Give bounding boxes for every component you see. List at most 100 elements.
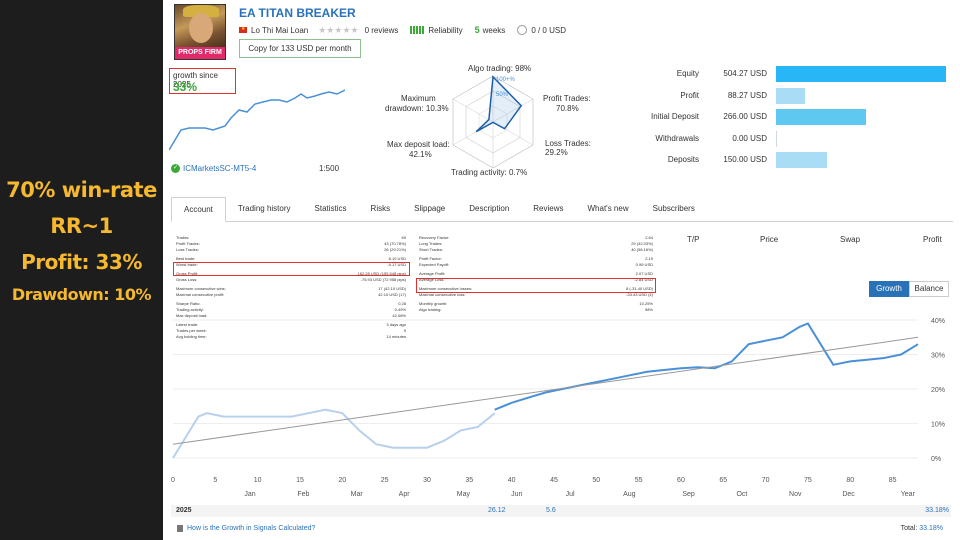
reliability-bars-icon <box>410 26 425 34</box>
stat-row: Monthly growth: 10.25% <box>419 301 653 307</box>
stat-value: 98% <box>644 307 653 312</box>
growth-label: growth since 2025 <box>173 71 218 89</box>
stat-value: 69 <box>401 235 406 240</box>
stat-row: Avg holding time: 14 minutes <box>176 334 406 340</box>
stat-row: Short Trades: 40 (56.16%) <box>419 247 653 253</box>
y-tick-label: 20% <box>931 387 945 394</box>
avatar[interactable]: PROPS FIRM <box>174 4 226 60</box>
stat-row: Best trade: 8.10 USD <box>176 256 406 262</box>
author-name[interactable]: Lo Thi Mai Loan <box>251 25 309 35</box>
month-label: Nov <box>789 491 802 498</box>
stat-label: Gross Loss: <box>176 277 198 282</box>
x-tick-label: 25 <box>381 477 389 484</box>
radar-max-load-label: Max deposit load: <box>387 140 450 149</box>
stat-value: 9 <box>403 328 406 333</box>
equity-row: Profit 88.27 USD <box>633 87 953 104</box>
growth-help-link[interactable]: How is the Growth in Signals Calculated? <box>177 525 315 532</box>
y-tick-label: 40% <box>931 318 945 325</box>
stat-label: Loss Trades: <box>176 247 199 252</box>
stat-label: Best trade: <box>176 256 196 261</box>
stat-row: Average Loss: -2.84 USD <box>419 277 653 283</box>
stat-label: Avg holding time: <box>176 334 207 339</box>
radar-profit-trades-value: 70.8% <box>556 104 579 113</box>
stat-row: Maximum consecutive losses: 8 (-31.40 USD… <box>419 286 653 292</box>
equity-row-bar <box>776 87 805 104</box>
growth-toggle-button[interactable]: Growth <box>869 281 909 297</box>
deals-table-header: T/P Price Swap Profit <box>643 235 943 245</box>
tab-trading-history[interactable]: Trading history <box>237 204 291 213</box>
stat-row: Profit Trades: 43 (70.78%) <box>176 241 406 247</box>
tab-what-s-new[interactable]: What's new <box>587 204 629 213</box>
month-label: Mar <box>351 491 364 498</box>
stat-value: 0.49% <box>394 307 406 312</box>
col-swap: Swap <box>840 235 861 244</box>
month-label: Jan <box>244 491 255 498</box>
tab-risks[interactable]: Risks <box>370 204 391 213</box>
stat-value: -9.17 USD <box>387 262 406 267</box>
signal-title[interactable]: EA TITAN BREAKER <box>239 6 356 20</box>
radar-loss-trades-label: Loss Trades: 29.2% <box>545 139 591 157</box>
tab-description[interactable]: Description <box>469 204 510 213</box>
subscribers-value: 0 / 0 USD <box>531 25 566 35</box>
x-tick-label: 85 <box>889 477 897 484</box>
stat-value: 2.19 <box>645 256 653 261</box>
subscribers-icon <box>517 25 528 35</box>
x-tick-label: 80 <box>846 477 854 484</box>
month-label: Sep <box>682 491 695 498</box>
tab-slippage[interactable]: Slippage <box>414 204 446 213</box>
growth-highlight: growth since 2025 33% <box>169 68 236 94</box>
stat-row: Maximal consecutive loss: -33.43 USD (4) <box>419 292 653 298</box>
tab-reviews[interactable]: Reviews <box>533 204 564 213</box>
stat-row: Trades: 69 <box>176 235 406 241</box>
tab-account[interactable]: Account <box>171 197 226 222</box>
stat-value: 10.25% <box>639 301 653 306</box>
col-price: Price <box>760 235 779 244</box>
risk-radar: 100+% 50% Algo trading: 98% Profit Trade… <box>373 62 613 182</box>
equity-row: Equity 504.27 USD <box>633 66 953 82</box>
reviews-count[interactable]: 0 reviews <box>364 25 399 35</box>
stat-row: Gross Loss: -75.93 USD (72 958 pips) <box>176 277 406 283</box>
x-tick-label: 70 <box>762 477 770 484</box>
equity-row-bar <box>776 109 867 125</box>
reliability-label: Reliability <box>428 25 463 35</box>
stat-value: 42.08% <box>392 313 406 318</box>
radar-grid: 100+% 50% <box>452 75 534 169</box>
broker-row[interactable]: ✓ ICMarketsSC-MT5-4 <box>171 164 256 173</box>
radar-algo-label: Algo trading: 98% <box>468 64 532 73</box>
equity-row-value: 504.27 USD <box>723 69 767 78</box>
radar-50-label: 50% <box>496 92 509 98</box>
equity-row-bar <box>776 130 777 147</box>
copy-button[interactable]: Copy for 133 USD per month <box>239 39 361 58</box>
promo-rr: RR~1 <box>50 214 113 238</box>
year-summary-row: 2025 26.12 5.6 33.18% <box>171 505 951 517</box>
stat-row: Profit Factor: 2.19 <box>419 256 653 262</box>
vietnam-flag-icon <box>239 26 247 33</box>
balance-toggle-button[interactable]: Balance <box>909 281 949 297</box>
stat-label: Profit Factor: <box>419 256 442 261</box>
stat-value: 26 (29.21%) <box>384 247 406 252</box>
mini-growth-chart <box>169 89 345 151</box>
tab-subscribers[interactable]: Subscribers <box>652 204 695 213</box>
stat-row: Loss Trades: 26 (29.21%) <box>176 247 406 253</box>
stat-value: 3 days ago <box>386 322 406 327</box>
may-value: 26.12 <box>488 507 506 514</box>
radar-values-shape <box>475 75 523 133</box>
stats-left-column: Trades: 69 Profit Trades: 43 (70.78%) Loss T… <box>176 235 406 340</box>
x-tick-label: 50 <box>592 477 600 484</box>
x-tick-label: 35 <box>465 477 473 484</box>
equity-row: Initial Deposit 266.00 USD <box>633 109 953 125</box>
growth-help-text[interactable]: How is the Growth in Signals Calculated? <box>187 525 316 532</box>
radar-100-label: 100+% <box>496 77 516 83</box>
avatar-badge: PROPS FIRM <box>175 47 225 59</box>
tab-statistics[interactable]: Statistics <box>314 204 347 213</box>
broker-name[interactable]: ICMarketsSC-MT5-4 <box>183 164 257 173</box>
month-label: Aug <box>623 491 636 498</box>
x-tick-label: 15 <box>296 477 304 484</box>
stat-label: Average Profit: <box>419 271 446 276</box>
stat-label: Sharpe Ratio: <box>176 301 201 306</box>
promo-profit: Profit: 33% <box>21 250 142 274</box>
month-label: May <box>457 491 471 498</box>
x-tick-label: 40 <box>508 477 516 484</box>
stat-value: -75.93 USD (72 958 pips) <box>360 277 406 282</box>
